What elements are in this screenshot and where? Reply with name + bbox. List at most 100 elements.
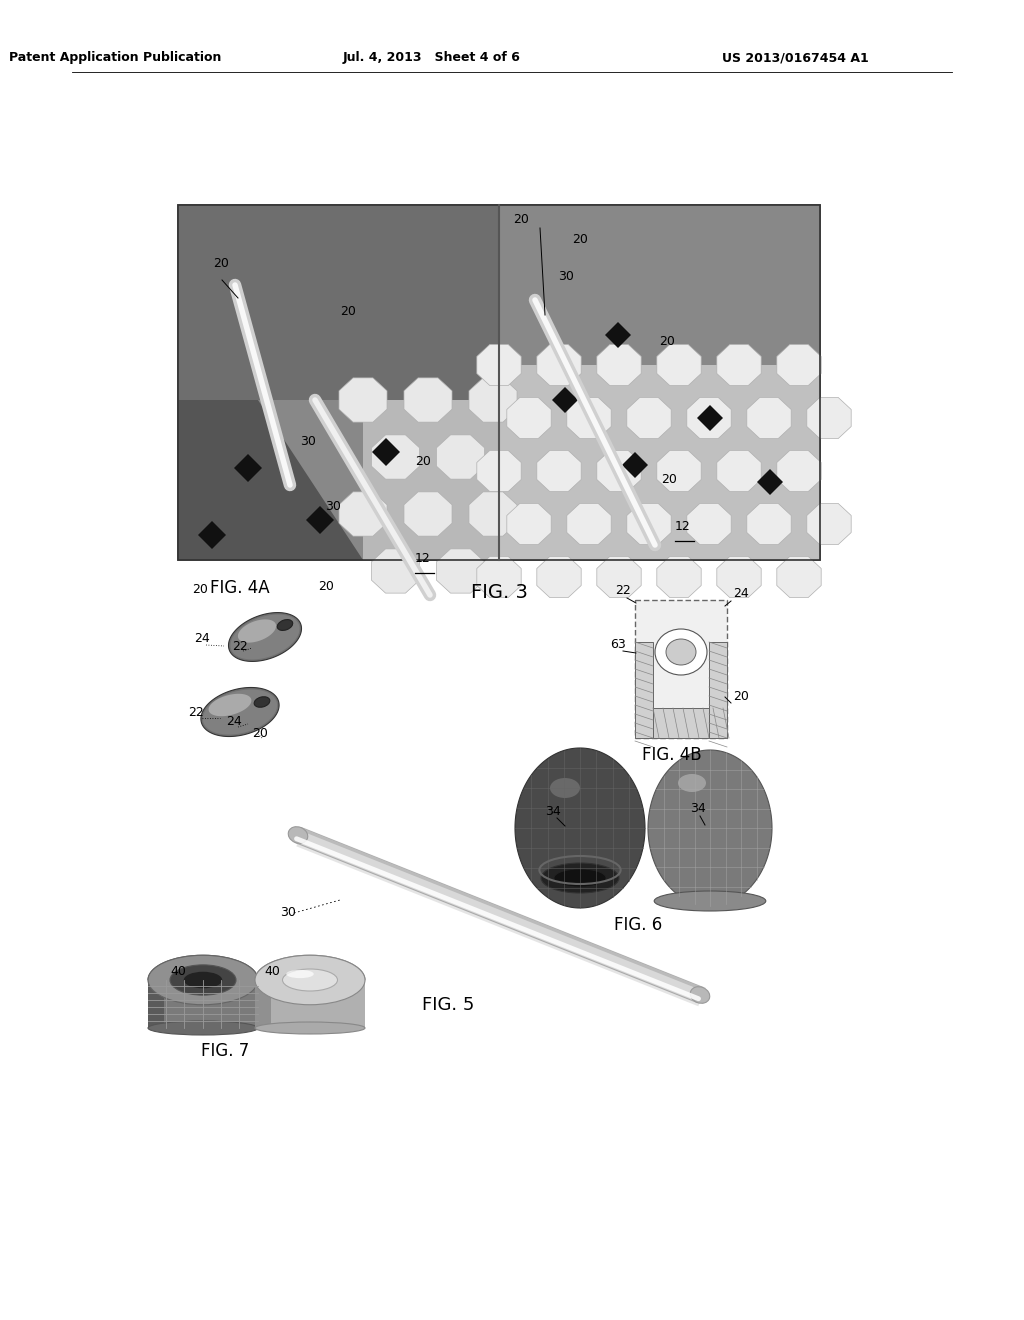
Bar [178,205,820,560]
Polygon shape [255,979,271,1028]
Polygon shape [228,612,301,661]
Ellipse shape [550,777,580,799]
Text: 20: 20 [193,583,208,597]
Text: 34: 34 [545,805,561,818]
Polygon shape [777,450,821,491]
Ellipse shape [170,965,236,995]
Bar [178,205,820,560]
Text: US 2013/0167454 A1: US 2013/0167454 A1 [722,51,868,65]
Polygon shape [746,397,792,438]
Polygon shape [717,345,761,385]
Polygon shape [807,503,851,545]
Polygon shape [372,438,400,466]
Polygon shape [300,828,702,990]
Polygon shape [255,979,365,1028]
Polygon shape [717,450,761,491]
Polygon shape [234,454,262,482]
Polygon shape [477,557,521,598]
Text: 20: 20 [415,455,431,469]
Bar [178,205,499,400]
Polygon shape [807,397,851,438]
Polygon shape [148,979,164,1028]
Ellipse shape [148,956,258,1005]
Text: 24: 24 [226,715,242,729]
Polygon shape [627,503,671,545]
Text: 30: 30 [280,906,296,919]
Text: 24: 24 [733,587,749,601]
Polygon shape [537,450,582,491]
Text: 20: 20 [252,727,268,741]
Text: 20: 20 [659,335,675,348]
Text: 30: 30 [325,500,341,513]
Polygon shape [255,956,365,979]
Text: 20: 20 [662,473,677,486]
Ellipse shape [255,956,365,1005]
Polygon shape [627,397,671,438]
Text: 20: 20 [733,690,749,704]
Text: 34: 34 [690,803,706,814]
Text: 12: 12 [675,520,691,533]
Polygon shape [238,619,276,643]
Text: 12: 12 [415,552,431,565]
Text: 20: 20 [572,234,588,246]
Polygon shape [717,557,761,598]
Polygon shape [507,503,551,545]
Polygon shape [230,615,299,660]
Polygon shape [148,956,258,979]
Polygon shape [148,979,258,1028]
Polygon shape [404,492,452,536]
Ellipse shape [148,1020,258,1035]
Text: 20: 20 [513,213,528,226]
Polygon shape [339,492,387,536]
Polygon shape [296,828,706,1006]
Polygon shape [339,378,387,422]
Polygon shape [622,451,648,478]
Polygon shape [697,405,723,432]
Ellipse shape [183,972,222,989]
Ellipse shape [255,1022,365,1034]
Bar [653,708,709,738]
Bar [635,601,727,738]
Polygon shape [507,397,551,438]
Polygon shape [687,503,731,545]
Polygon shape [469,492,517,536]
Polygon shape [469,378,517,422]
Polygon shape [777,557,821,598]
Polygon shape [477,345,521,385]
Polygon shape [567,503,611,545]
Text: 40: 40 [264,965,280,978]
Polygon shape [209,694,252,717]
Polygon shape [404,378,452,422]
Polygon shape [201,688,280,737]
Polygon shape [295,828,702,1002]
Polygon shape [656,450,701,491]
Ellipse shape [288,826,308,843]
Text: 30: 30 [300,436,315,447]
Polygon shape [648,750,772,906]
Polygon shape [656,557,701,598]
Ellipse shape [254,697,270,708]
Text: FIG. 7: FIG. 7 [201,1041,249,1060]
Ellipse shape [541,863,618,894]
Text: 20: 20 [318,579,334,593]
Bar [362,400,499,560]
Text: 40: 40 [170,965,186,978]
Polygon shape [567,397,611,438]
Bar [709,642,727,738]
Text: FIG. 6: FIG. 6 [613,916,663,935]
Polygon shape [597,557,641,598]
Text: Jul. 4, 2013   Sheet 4 of 6: Jul. 4, 2013 Sheet 4 of 6 [343,51,521,65]
Ellipse shape [287,970,313,978]
Bar [499,205,820,366]
Text: 22: 22 [232,640,248,653]
Ellipse shape [278,619,293,631]
Polygon shape [178,400,362,560]
Ellipse shape [554,869,606,887]
Polygon shape [436,549,484,593]
Polygon shape [552,387,578,413]
Polygon shape [746,503,792,545]
Polygon shape [198,521,226,549]
Bar [499,366,820,560]
Polygon shape [372,549,420,593]
Text: FIG. 3: FIG. 3 [471,582,527,602]
